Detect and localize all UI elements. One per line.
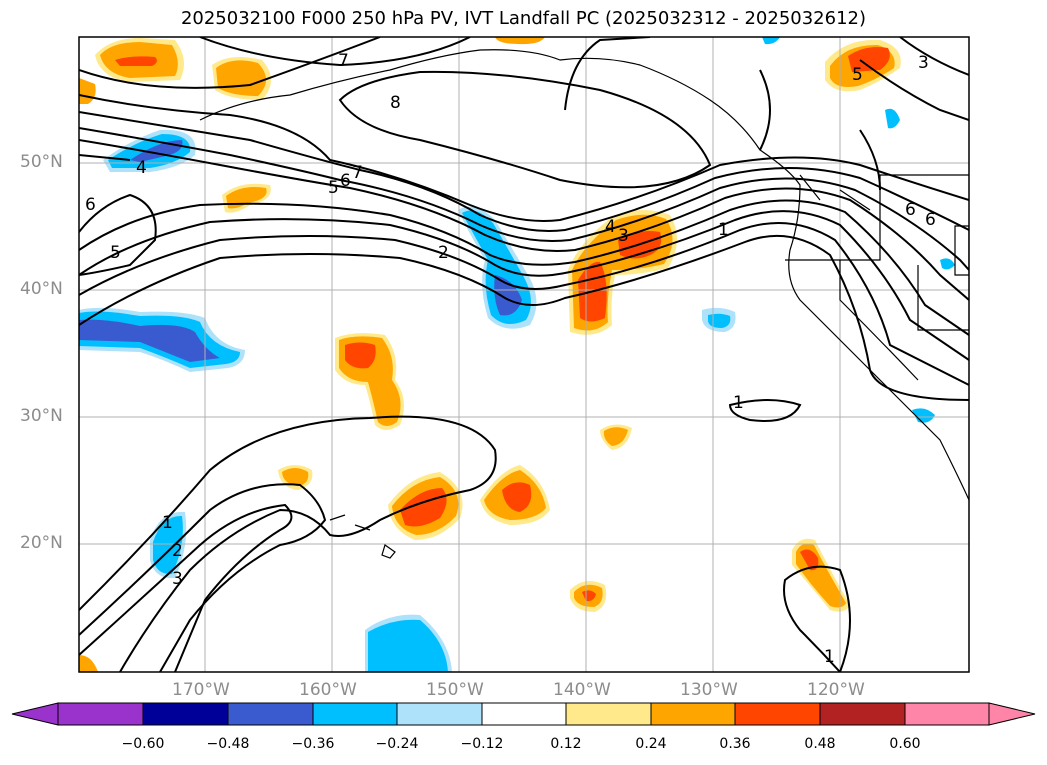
lat-label: 50°N bbox=[20, 152, 63, 172]
contour-label: 3 bbox=[618, 226, 629, 246]
negative-anomaly bbox=[940, 258, 955, 270]
contour-label: 1 bbox=[824, 647, 835, 667]
map-frame bbox=[78, 36, 970, 673]
lon-label: 130°W bbox=[680, 680, 738, 700]
contour-label: 3 bbox=[172, 569, 183, 589]
graticule bbox=[79, 37, 969, 672]
colorbar-bin bbox=[312, 702, 398, 726]
contour-label: 6 bbox=[340, 171, 351, 191]
positive-anomaly bbox=[495, 37, 545, 45]
colorbar-tick-label: −0.24 bbox=[375, 736, 419, 752]
contour-label: 6 bbox=[85, 195, 96, 215]
contour-label: 7 bbox=[338, 51, 349, 71]
contour-label: 2 bbox=[438, 243, 449, 263]
colorbar-tick-label: −0.36 bbox=[291, 736, 335, 752]
colorbar-tick-label: −0.12 bbox=[460, 736, 504, 752]
contour-label: 6 bbox=[905, 200, 916, 220]
negative-anomaly bbox=[494, 275, 522, 316]
colorbar-bin bbox=[904, 702, 990, 726]
contour-label: 3 bbox=[918, 53, 929, 73]
positive-anomaly bbox=[79, 655, 98, 672]
negative-anomaly bbox=[368, 619, 448, 672]
colorbar-bin bbox=[57, 702, 144, 726]
contour-label: 2 bbox=[172, 541, 183, 561]
colorbar-bin bbox=[481, 702, 567, 726]
map-area bbox=[79, 37, 969, 672]
colorbar-bin bbox=[396, 702, 483, 726]
contour-label: 1 bbox=[733, 393, 744, 413]
lon-label: 140°W bbox=[553, 680, 611, 700]
lon-label: 170°W bbox=[172, 680, 230, 700]
negative-anomaly bbox=[708, 313, 731, 328]
negative-anomaly bbox=[79, 319, 220, 362]
positive-anomaly bbox=[115, 56, 157, 66]
positive-anomaly bbox=[603, 427, 628, 446]
colorbar-tick-label: 0.60 bbox=[889, 736, 921, 752]
contour-label: 5 bbox=[110, 243, 121, 263]
contour-label: 4 bbox=[605, 217, 616, 237]
colorbar-bin bbox=[565, 702, 652, 726]
colorbar-bin bbox=[142, 702, 229, 726]
negative-anomaly bbox=[885, 108, 900, 129]
lon-label: 150°W bbox=[426, 680, 484, 700]
colorbar-bin bbox=[650, 702, 736, 726]
map-title: 2025032100 F000 250 hPa PV, IVT Landfall… bbox=[180, 8, 867, 29]
lon-label: 160°W bbox=[299, 680, 357, 700]
contour-label: 5 bbox=[852, 65, 863, 85]
colorbar-extend-min bbox=[11, 702, 59, 726]
colorbar-bin bbox=[227, 702, 314, 726]
lon-label: 120°W bbox=[807, 680, 865, 700]
pv-contours bbox=[79, 37, 969, 672]
contour-label: 5 bbox=[328, 178, 339, 198]
lat-label: 20°N bbox=[20, 533, 63, 553]
colorbar-tick-label: 0.36 bbox=[719, 736, 751, 752]
coastlines bbox=[199, 49, 969, 559]
contour-label: 1 bbox=[162, 513, 173, 533]
positive-anomaly bbox=[800, 549, 819, 571]
colorbar-tick-label: −0.48 bbox=[206, 736, 250, 752]
contour-label: 1 bbox=[718, 220, 729, 240]
colorbar-extend-max bbox=[988, 702, 1036, 726]
negative-anomaly bbox=[912, 408, 935, 423]
contour-label: 7 bbox=[352, 163, 363, 183]
contour-label: 8 bbox=[390, 93, 401, 113]
colorbar-tick-label: 0.48 bbox=[804, 736, 836, 752]
positive-anomaly bbox=[282, 468, 309, 486]
positive-anomaly bbox=[848, 47, 890, 72]
colorbar-tick-label: 0.24 bbox=[635, 736, 667, 752]
colorbar-tick-label: 0.12 bbox=[550, 736, 582, 752]
negative-anomaly bbox=[130, 140, 183, 162]
colorbar-tick-label: −0.60 bbox=[121, 736, 165, 752]
negative-anomaly bbox=[762, 37, 780, 45]
lat-label: 40°N bbox=[20, 279, 63, 299]
colorbar-bin bbox=[819, 702, 906, 726]
contour-labels: 7 8 3 5 4 6 6 5 7 5 6 4 3 1 2 6 1 1 2 3 … bbox=[85, 51, 936, 667]
positive-anomaly bbox=[345, 342, 376, 369]
colorbar bbox=[11, 702, 1036, 726]
colorbar-bin bbox=[734, 702, 821, 726]
lat-label: 30°N bbox=[20, 406, 63, 426]
contour-label: 4 bbox=[136, 158, 147, 178]
contour-label: 6 bbox=[925, 210, 936, 230]
positive-anomaly bbox=[502, 482, 532, 512]
